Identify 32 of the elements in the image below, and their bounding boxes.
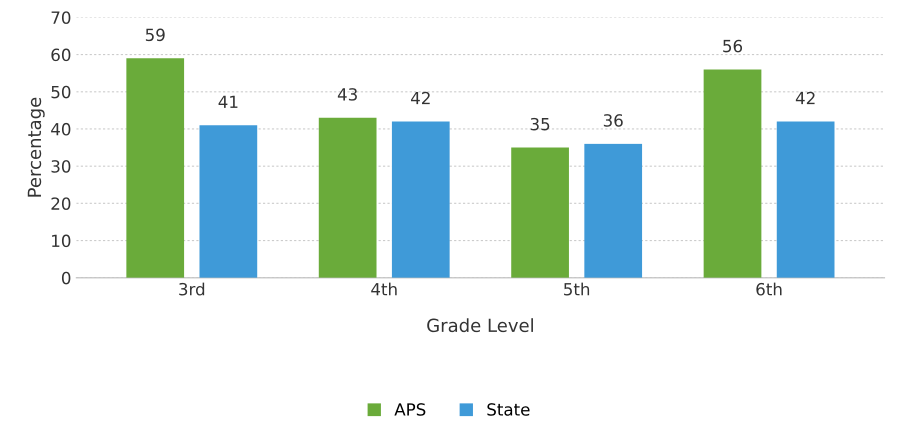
x-axis-title: Grade Level — [427, 318, 533, 332]
legend-label: APS — [394, 403, 426, 416]
y-tick-label: 60 — [51, 48, 70, 62]
x-tick-label: 6th — [756, 282, 782, 296]
data-label: 41 — [218, 96, 238, 108]
y-tick-label: 30 — [52, 160, 70, 173]
bar — [199, 125, 258, 278]
y-tick-label: 20 — [51, 197, 70, 210]
legend-label: State — [487, 403, 530, 416]
bar — [126, 58, 184, 278]
bar — [776, 122, 834, 278]
y-tick-label: 10 — [52, 234, 70, 248]
data-label: 36 — [604, 114, 623, 127]
y-tick-label: 70 — [52, 11, 70, 24]
data-label: 56 — [723, 40, 742, 52]
bar — [511, 148, 569, 278]
bar — [704, 69, 762, 278]
y-tick-label: 50 — [52, 86, 70, 98]
data-label: 35 — [530, 118, 550, 130]
x-tick-label: 5th — [564, 282, 590, 296]
bar — [392, 122, 450, 278]
y-axis-title: Percentage — [28, 98, 45, 197]
y-tick-label: 40 — [51, 122, 70, 136]
x-tick-label: 4th — [371, 282, 397, 296]
bar — [318, 118, 377, 278]
data-label: 42 — [796, 92, 815, 104]
data-label: 42 — [410, 92, 430, 104]
data-label: 59 — [146, 28, 165, 42]
data-label: 43 — [338, 88, 357, 101]
bar — [584, 144, 642, 278]
x-tick-label: 3rd — [179, 282, 204, 296]
y-tick-label: 0 — [62, 272, 70, 284]
